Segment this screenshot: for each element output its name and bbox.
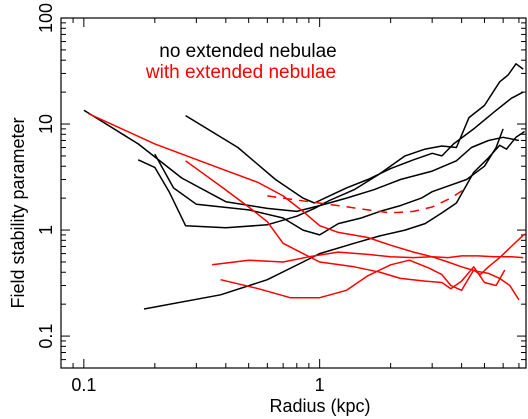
series-layer xyxy=(83,63,526,310)
x-axis-label: Radius (kpc) xyxy=(269,396,370,416)
x-tick-label: 1 xyxy=(315,375,325,395)
series-line-no-extended xyxy=(143,130,526,310)
series-line-with-extended xyxy=(212,251,524,266)
y-axis-label: Field stability parameter xyxy=(8,117,28,308)
series-line-no-extended xyxy=(137,63,524,229)
y-tick-label: 100 xyxy=(36,3,56,33)
y-tick-label: 1 xyxy=(36,225,56,235)
series-line-with-extended xyxy=(267,187,468,214)
y-tick-label: 0.1 xyxy=(36,324,56,349)
series-line-no-extended xyxy=(154,128,504,236)
legend-entry-no-extended: no extended nebulae xyxy=(159,41,337,62)
x-tick-label: 0.1 xyxy=(71,375,96,395)
series-line-with-extended xyxy=(220,233,526,299)
plot-frame xyxy=(60,17,527,369)
axis-ticks xyxy=(60,17,526,369)
series-line-with-extended xyxy=(185,160,506,290)
y-tick-label: 10 xyxy=(36,114,56,134)
legend-entry-with-extended: with extended nebulae xyxy=(145,62,336,83)
series-line-no-extended xyxy=(83,109,520,213)
series-line-with-extended xyxy=(88,113,520,301)
series-line-no-extended xyxy=(185,91,524,204)
tick-labels: 0.1 1 0.1 1 10 100 xyxy=(36,3,325,395)
